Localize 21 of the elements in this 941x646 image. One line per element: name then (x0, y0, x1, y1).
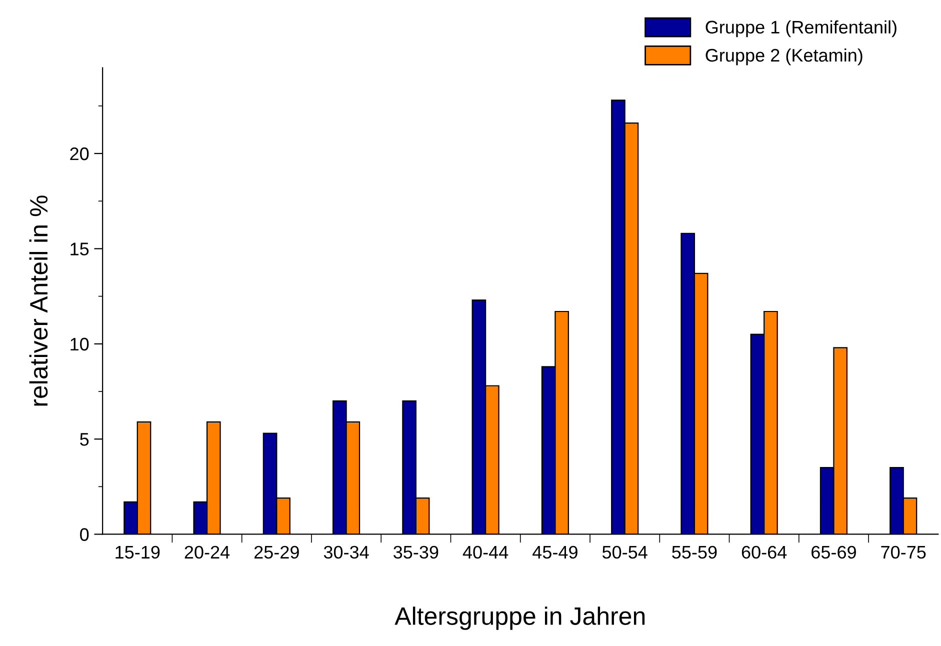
y-tick-label: 20 (70, 147, 89, 160)
y-tick-label: 5 (80, 433, 89, 446)
x-tick-label: 35-39 (394, 546, 438, 559)
x-tick-label: 45-49 (532, 546, 578, 559)
y-tick-label: 10 (70, 338, 89, 351)
x-tick-label: 20-24 (184, 546, 230, 559)
x-tick-label: 55-59 (672, 546, 717, 559)
x-tick-label: 25-29 (254, 546, 299, 559)
x-tick-label: 50-54 (602, 546, 648, 559)
x-tick-label: 15-19 (116, 546, 160, 559)
x-tick-label: 70-75 (881, 546, 926, 559)
x-tick-label: 60-64 (742, 546, 787, 559)
y-tick-label: 0 (80, 528, 89, 541)
x-tick-label: 40-44 (462, 546, 508, 559)
y-axis-title: relativer Anteil in % (29, 196, 48, 406)
x-tick-label: 30-34 (324, 546, 369, 559)
x-axis-title: Altersgruppe in Jahren (394, 606, 645, 630)
legend-label: Gruppe 2 (Ketamin) (706, 48, 862, 66)
y-tick-label: 15 (70, 242, 89, 256)
legend-label: Gruppe 1 (Remifentanil) (706, 20, 896, 38)
x-tick-label: 65-69 (812, 546, 856, 559)
